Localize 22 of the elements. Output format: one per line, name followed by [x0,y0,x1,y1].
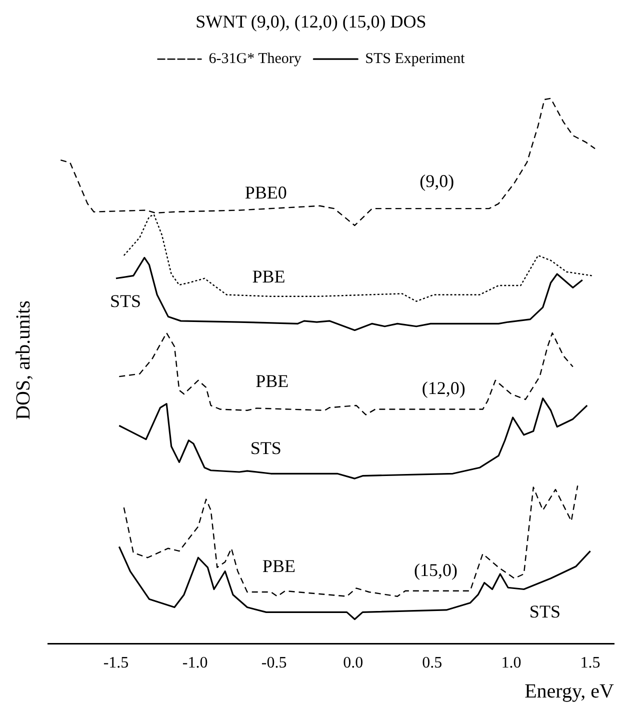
x-tick-label: 1.5 [580,654,600,672]
x-tick-label: 0.0 [343,654,364,672]
chart-title: SWNT (9,0), (12,0) (15,0) DOS [196,12,426,32]
legend-label: STS Experiment [365,51,466,68]
annotation: STS [250,438,282,458]
annotation: PBE0 [244,182,287,203]
x-tick-label: 1.0 [501,654,522,672]
annotation: PBE [256,371,289,392]
annotation: PBE [262,556,296,576]
x-tick-label: 0.5 [422,654,442,672]
x-tick-label: -1.0 [182,654,208,672]
annotation: PBE [252,266,286,287]
x-tick-label: -1.5 [103,654,129,672]
annotation: (15,0) [414,560,458,580]
annotation: STS [110,291,142,312]
x-axis-title: Energy, eV [524,680,615,702]
y-axis-title: DOS, arb.units [12,300,34,420]
x-tick-label: -0.5 [261,654,287,672]
annotation: STS [529,601,560,622]
annotation: (9,0) [420,170,454,191]
annotation: (12,0) [422,378,466,398]
legend-label: 6-31G* Theory [208,51,302,68]
